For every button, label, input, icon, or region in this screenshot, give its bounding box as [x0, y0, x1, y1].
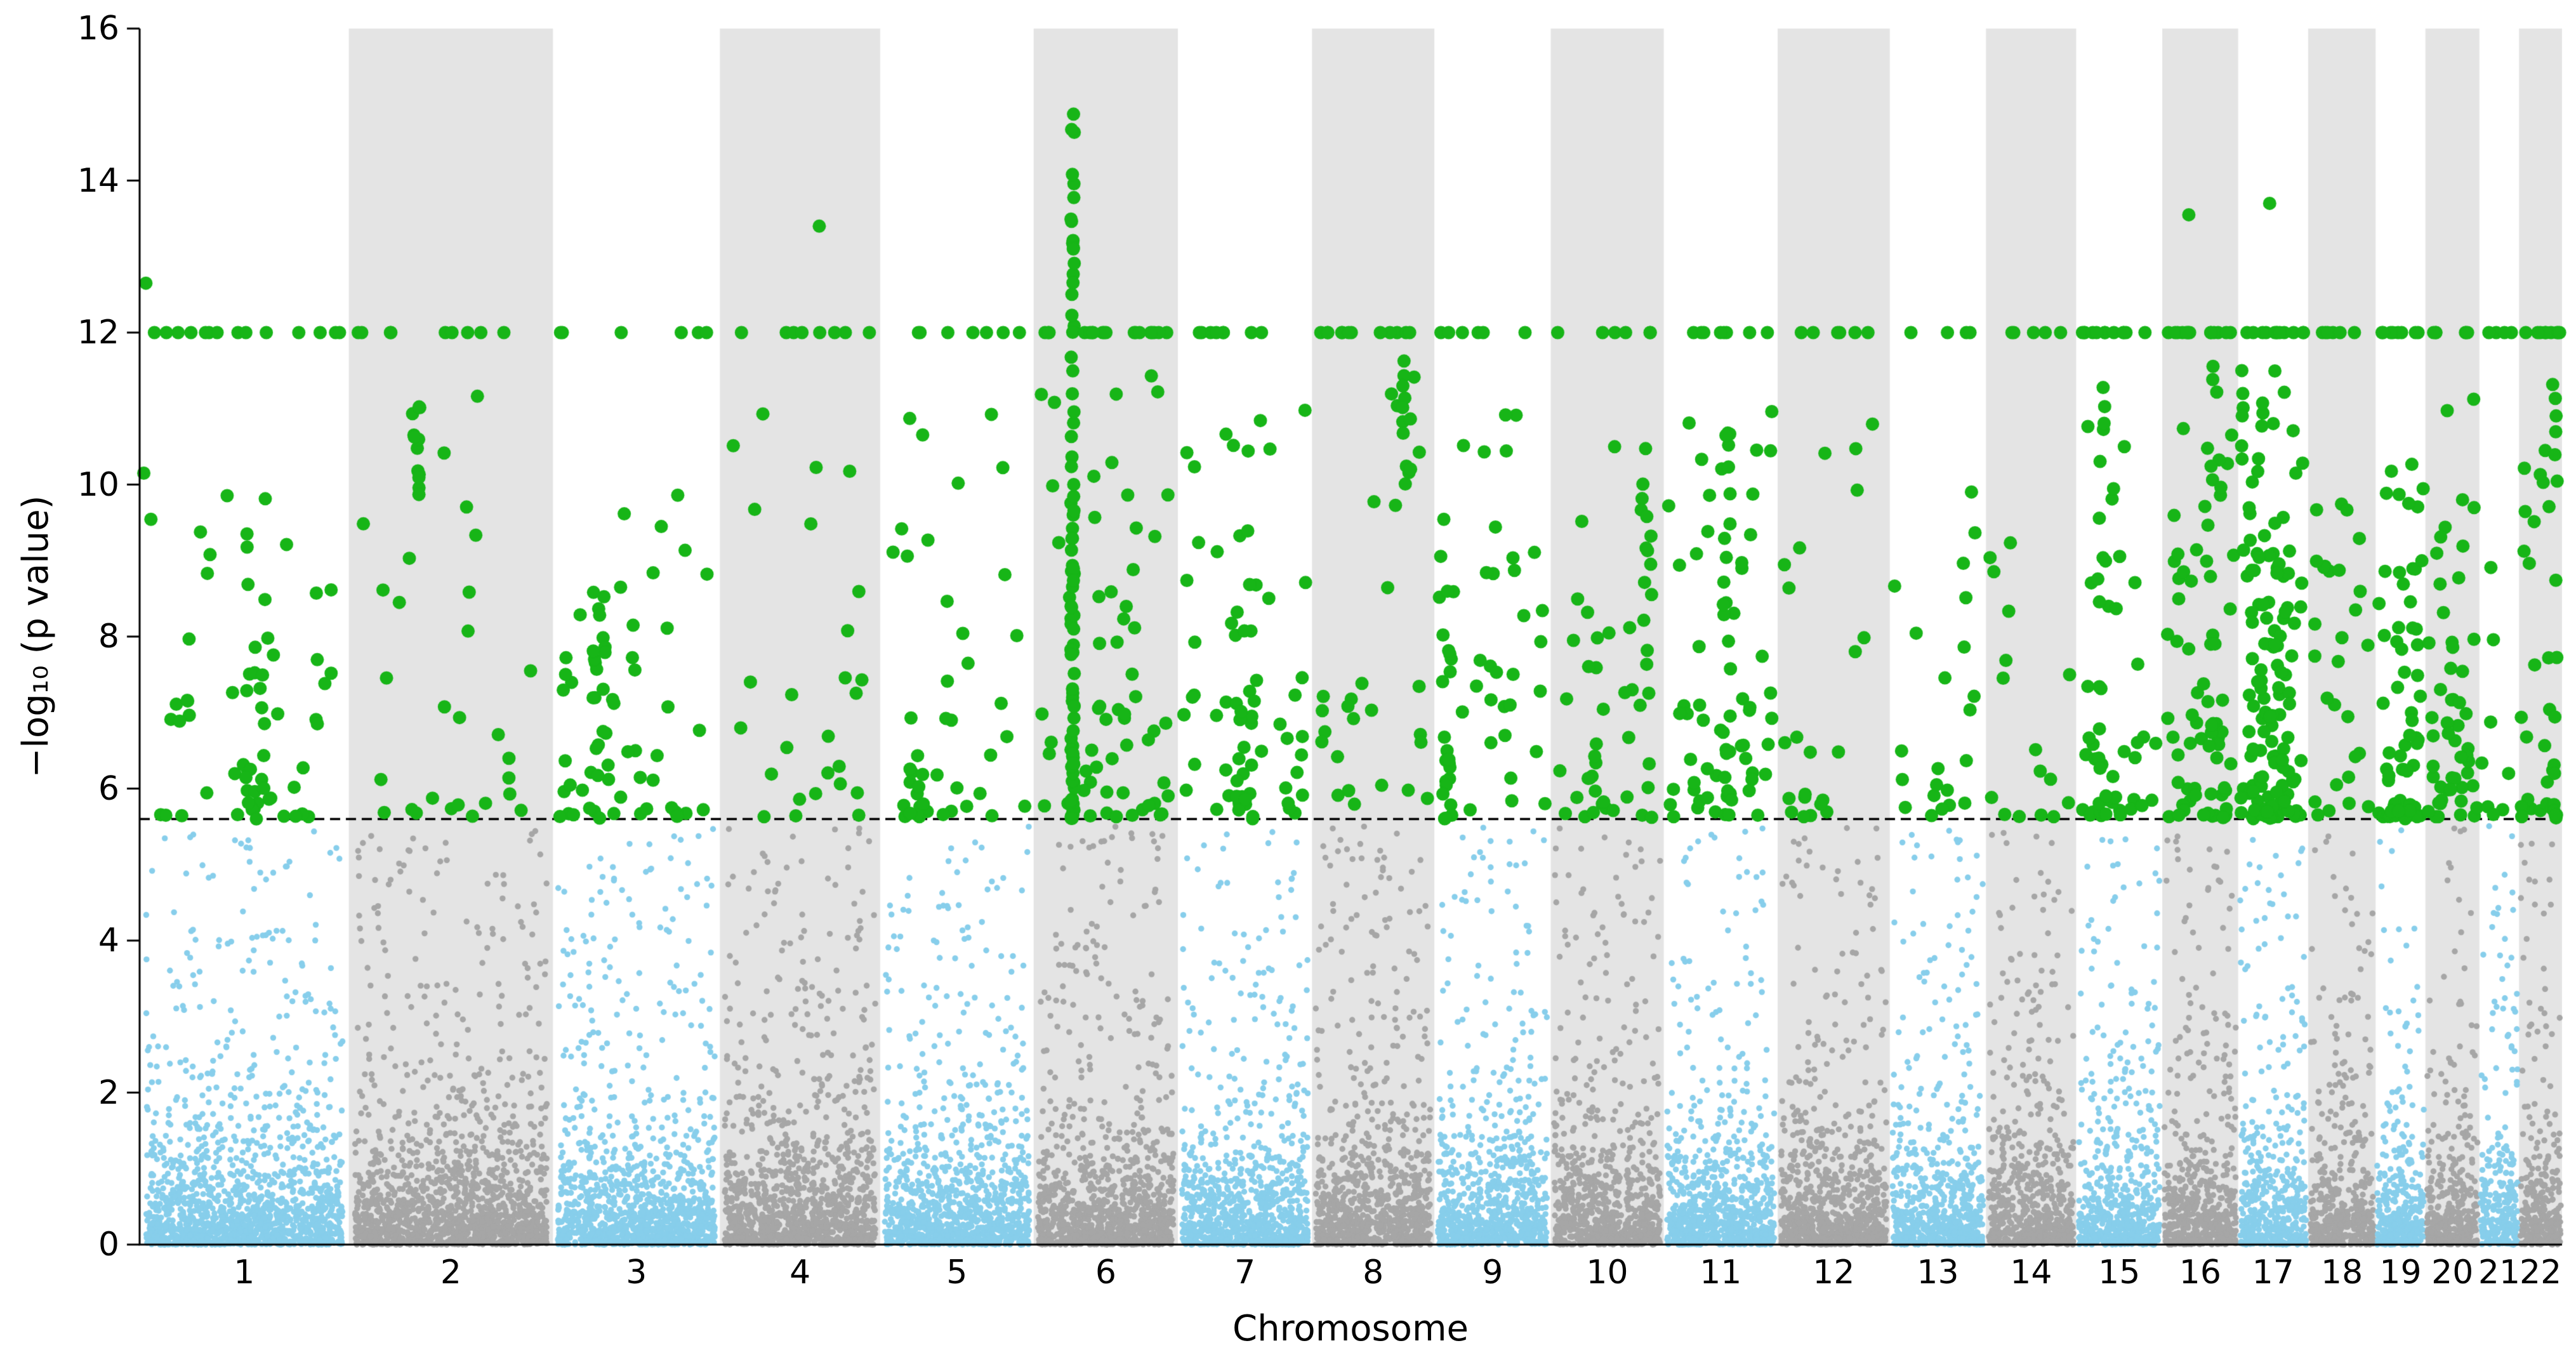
y-axis-label: −log₁₀ (p value)	[15, 495, 56, 778]
x-axis-label: Chromosome	[1232, 1308, 1469, 1349]
